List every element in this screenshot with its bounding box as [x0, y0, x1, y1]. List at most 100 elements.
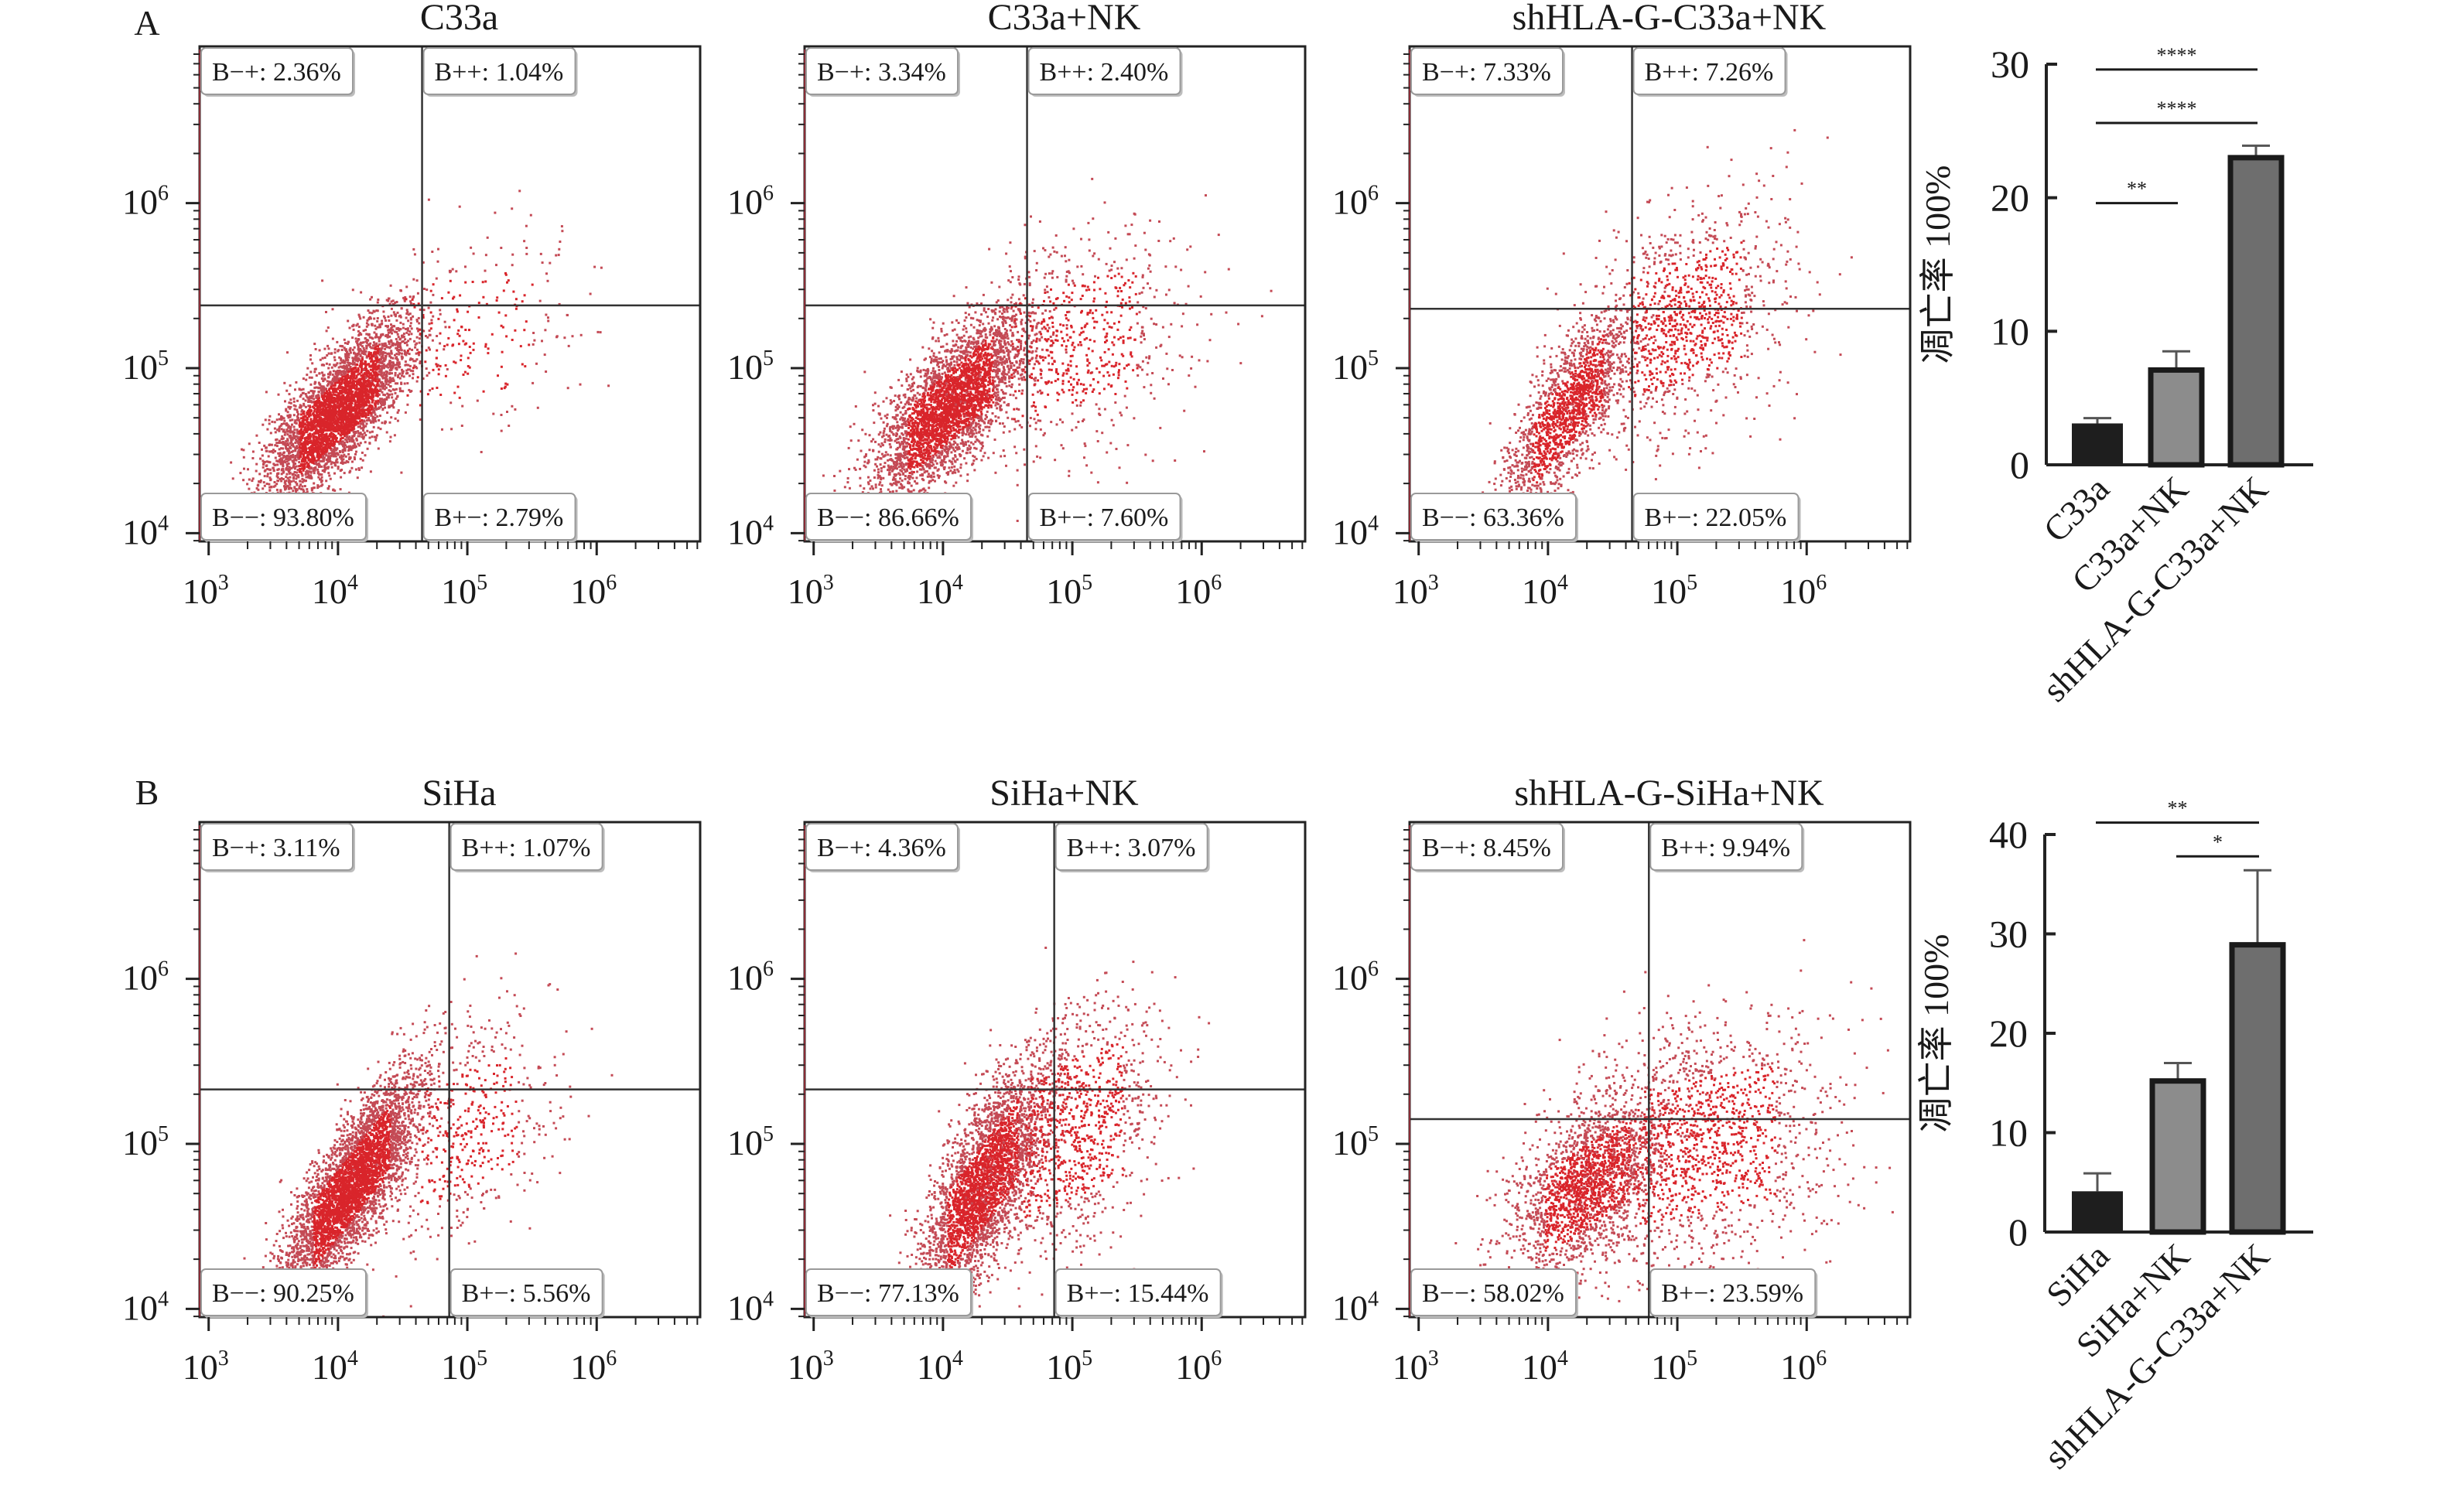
- scatter-dot: [302, 452, 306, 456]
- scatter-dot: [336, 374, 339, 377]
- scatter-dot: [394, 301, 397, 304]
- scatter-dot: [313, 468, 316, 471]
- scatter-dot: [435, 277, 438, 280]
- scatter-dot: [492, 412, 495, 415]
- scatter-dot: [279, 424, 282, 427]
- scatter-dot: [325, 362, 328, 365]
- scatter-dot: [398, 363, 401, 366]
- scatter-dot: [320, 452, 323, 455]
- scatter-dot: [523, 240, 526, 243]
- scatter-dot: [393, 313, 396, 316]
- scatter-dot: [298, 424, 301, 427]
- scatter-dot: [379, 381, 382, 384]
- scatter-dot: [341, 420, 344, 423]
- scatter-dot: [907, 426, 910, 429]
- scatter-dot: [333, 387, 336, 390]
- scatter-dot: [467, 310, 470, 313]
- scatter-dot: [311, 461, 314, 464]
- scatter-dot: [265, 464, 268, 467]
- scatter-dot: [258, 442, 261, 444]
- scatter-dot: [415, 320, 419, 323]
- scatter-dot: [882, 421, 885, 424]
- scatter-dot: [268, 461, 272, 464]
- scatter-dot: [402, 333, 405, 336]
- scatter-dot: [363, 362, 366, 365]
- scatter-dot: [323, 410, 326, 413]
- scatter-dot: [282, 460, 285, 463]
- scatter-dot: [284, 431, 287, 434]
- scatter-dot: [294, 462, 297, 465]
- scatter-dot: [275, 438, 279, 441]
- scatter-dot: [560, 225, 563, 228]
- scatter-dot: [395, 338, 398, 340]
- scatter-dot: [311, 488, 313, 491]
- scatter-dot: [487, 352, 490, 355]
- scatter-dot: [289, 445, 292, 449]
- scatter-dot: [289, 476, 292, 479]
- scatter-dot: [298, 430, 301, 433]
- scatter-dot: [396, 333, 399, 336]
- scatter-dot: [529, 213, 532, 217]
- scatter-dot: [289, 384, 292, 387]
- scatter-dot: [323, 394, 326, 397]
- quadrant-value: B+−: 2.79%: [435, 503, 564, 532]
- scatter-dot: [380, 347, 383, 350]
- scatter-dot: [301, 449, 304, 452]
- scatter-dot: [340, 349, 344, 351]
- scatter-dot: [373, 350, 376, 353]
- scatter-dot: [403, 382, 406, 385]
- scatter-dot: [402, 375, 405, 378]
- scatter-dot: [327, 418, 330, 422]
- scatter-dot: [358, 333, 361, 336]
- scatter-dot: [358, 444, 361, 447]
- scatter-dot: [353, 456, 356, 459]
- scatter-dot: [349, 351, 352, 354]
- scatter-dot: [382, 393, 385, 396]
- scatter-dot: [337, 467, 340, 470]
- scatter-dot: [354, 444, 357, 446]
- scatter-dot: [299, 480, 302, 483]
- scatter-dot: [428, 323, 431, 326]
- scatter-dot: [306, 396, 309, 399]
- scatter-dot: [321, 395, 324, 398]
- scatter-dot: [309, 425, 313, 428]
- scatter-dot: [326, 460, 330, 463]
- scatter-dot: [544, 329, 547, 332]
- scatter-dot: [320, 418, 323, 421]
- scatter-dot: [301, 445, 304, 449]
- scatter-dot: [460, 326, 463, 328]
- scatter-dot: [296, 445, 299, 448]
- scatter-dot: [543, 353, 546, 357]
- scatter-dot: [506, 281, 508, 284]
- scatter-dot: [391, 326, 394, 329]
- scatter-dot: [400, 349, 403, 352]
- scatter-dot: [301, 420, 304, 423]
- scatter-dot: [555, 335, 559, 338]
- scatter-dot: [415, 366, 417, 368]
- scatter-dot: [389, 331, 392, 334]
- scatter-dot: [400, 307, 403, 310]
- scatter-dot: [388, 421, 391, 424]
- scatter-dot: [313, 417, 316, 420]
- scatter-dot: [398, 372, 402, 375]
- scatter-dot: [381, 422, 384, 425]
- scatter-dot: [289, 486, 292, 489]
- scatter-dot: [302, 460, 306, 463]
- scatter-dot: [289, 429, 292, 432]
- scatter-dot: [339, 488, 342, 491]
- scatter-dot: [400, 471, 403, 474]
- scatter-dot: [333, 433, 336, 436]
- scatter-dot: [308, 404, 311, 408]
- scatter-dot: [268, 450, 272, 453]
- scatter-dot: [379, 336, 382, 339]
- scatter-dot: [309, 383, 313, 386]
- scatter-dot: [318, 372, 321, 375]
- scatter-dot: [292, 464, 296, 467]
- scatter-dot: [333, 384, 337, 387]
- scatter-dot: [278, 413, 280, 416]
- scatter-dot: [348, 429, 351, 432]
- scatter-dot: [361, 466, 364, 469]
- scatter-dot: [440, 297, 443, 300]
- scatter-dot: [327, 439, 330, 442]
- scatter-dot: [390, 300, 393, 303]
